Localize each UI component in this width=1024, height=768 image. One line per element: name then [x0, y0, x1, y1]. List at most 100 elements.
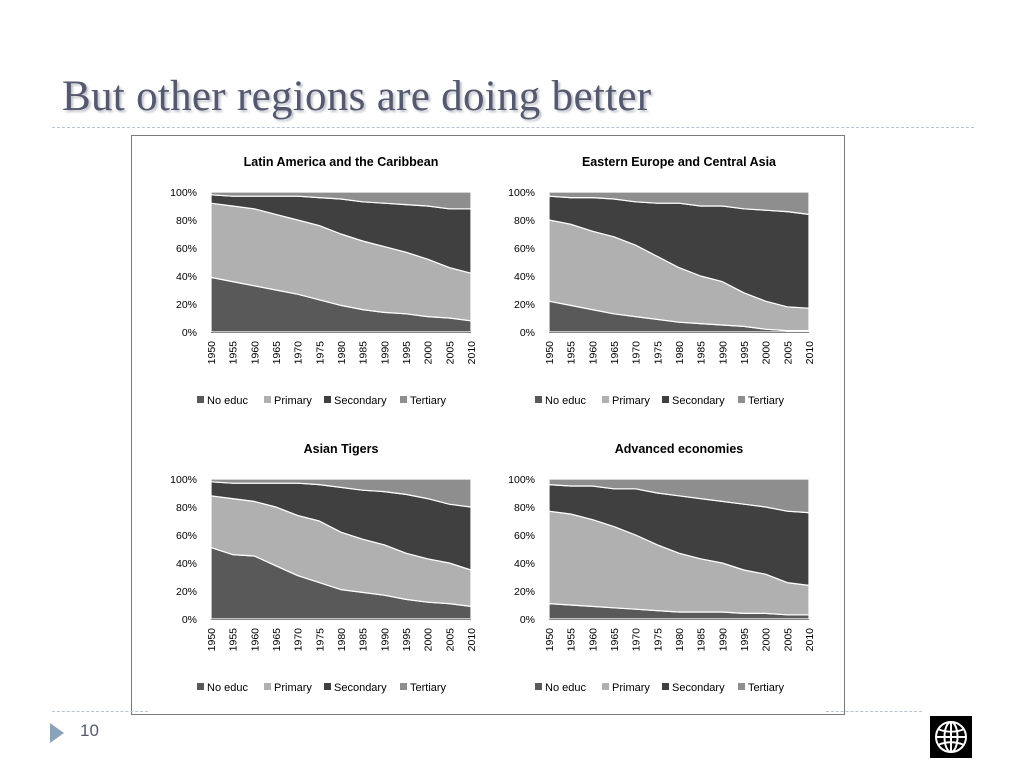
legend-swatch-secondary — [324, 396, 331, 403]
y-tick-label: 100% — [170, 187, 197, 199]
y-tick-label: 40% — [514, 271, 535, 283]
y-tick-label: 60% — [176, 243, 197, 255]
area-tertiary — [210, 191, 472, 210]
x-tick-label: 1985 — [358, 341, 370, 365]
legend-swatch-primary — [264, 396, 271, 403]
legend-label-primary: Primary — [612, 682, 650, 694]
y-tick-label: 60% — [176, 530, 197, 542]
legend-label-no-educ: No educ — [207, 682, 248, 694]
x-tick-label: 2010 — [466, 341, 478, 365]
chart-title: Asian Tigers — [304, 442, 379, 456]
x-tick-label: 1965 — [271, 628, 283, 652]
y-tick-label: 60% — [514, 530, 535, 542]
legend-label-primary: Primary — [274, 682, 312, 694]
area-tertiary — [548, 191, 810, 215]
x-tick-label: 1990 — [379, 341, 391, 365]
x-tick-label: 1960 — [587, 341, 599, 365]
x-tick-label: 1985 — [696, 628, 708, 652]
legend-label-tertiary: Tertiary — [410, 682, 447, 694]
x-tick-label: 1965 — [609, 341, 621, 365]
legend-swatch-secondary — [662, 396, 669, 403]
x-tick-label: 1980 — [674, 341, 686, 365]
x-tick-label: 1990 — [717, 341, 729, 365]
x-tick-label: 1950 — [206, 628, 218, 652]
x-tick-label: 1970 — [293, 341, 305, 365]
legend-label-tertiary: Tertiary — [748, 395, 785, 407]
legend-swatch-tertiary — [400, 396, 407, 403]
chart-1: Latin America and the Caribbean 0% 20% 40% 6… — [170, 155, 478, 407]
x-tick-label: 1970 — [293, 628, 305, 652]
x-tick-label: 1960 — [249, 628, 261, 652]
chart-panel: Latin America and the Caribbean 0% 20% 40% 6… — [131, 135, 845, 715]
y-tick-label: 20% — [176, 299, 197, 311]
x-tick-label: 2010 — [466, 628, 478, 652]
y-tick-label: 80% — [514, 215, 535, 227]
x-tick-label: 2010 — [804, 341, 816, 365]
legend-swatch-tertiary — [738, 396, 745, 403]
globe-icon — [935, 721, 967, 753]
x-tick-label: 1975 — [314, 341, 326, 365]
x-tick-label: 1995 — [739, 628, 751, 652]
y-tick-label: 40% — [176, 271, 197, 283]
x-tick-label: 1995 — [739, 341, 751, 365]
x-tick-label: 1975 — [314, 628, 326, 652]
y-tick-label: 20% — [514, 299, 535, 311]
y-tick-label: 60% — [514, 243, 535, 255]
y-tick-label: 20% — [176, 586, 197, 598]
legend-label-no-educ: No educ — [207, 395, 248, 407]
x-tick-label: 1970 — [631, 341, 643, 365]
x-tick-label: 2000 — [423, 628, 435, 652]
x-tick-label: 1955 — [566, 341, 578, 365]
x-tick-label: 1995 — [401, 341, 413, 365]
legend-label-secondary: Secondary — [334, 395, 387, 407]
x-tick-label: 1965 — [271, 341, 283, 365]
y-tick-label: 0% — [520, 327, 535, 339]
y-tick-label: 80% — [176, 502, 197, 514]
x-tick-label: 2005 — [782, 341, 794, 365]
charts-svg: Latin America and the Caribbean 0% 20% 40% 6… — [170, 155, 816, 694]
y-tick-label: 0% — [182, 614, 197, 626]
y-tick-label: 40% — [514, 558, 535, 570]
x-tick-label: 2005 — [444, 341, 456, 365]
legend-swatch-primary — [602, 396, 609, 403]
x-tick-label: 1970 — [631, 628, 643, 652]
x-tick-label: 1980 — [336, 628, 348, 652]
x-tick-label: 1950 — [206, 341, 218, 365]
legend-label-primary: Primary — [612, 395, 650, 407]
x-tick-label: 1980 — [336, 341, 348, 365]
x-tick-label: 2005 — [444, 628, 456, 652]
legend-swatch-no-educ — [197, 396, 204, 403]
legend-label-tertiary: Tertiary — [410, 395, 447, 407]
x-tick-label: 2005 — [782, 628, 794, 652]
legend-label-secondary: Secondary — [672, 682, 725, 694]
legend-swatch-secondary — [324, 683, 331, 690]
legend-swatch-tertiary — [400, 683, 407, 690]
x-tick-label: 1995 — [401, 628, 413, 652]
x-tick-label: 1950 — [544, 341, 556, 365]
x-tick-label: 1965 — [609, 628, 621, 652]
x-tick-label: 1955 — [566, 628, 578, 652]
y-tick-label: 40% — [176, 558, 197, 570]
x-tick-label: 2000 — [761, 628, 773, 652]
legend-swatch-tertiary — [738, 683, 745, 690]
chart-title: Latin America and the Caribbean — [244, 155, 439, 169]
chart-title: Eastern Europe and Central Asia — [582, 155, 777, 169]
chart-2: Eastern Europe and Central Asia 0% 20% 40% 6… — [508, 155, 816, 407]
y-tick-label: 80% — [176, 215, 197, 227]
x-tick-label: 1955 — [228, 628, 240, 652]
slide-title: But other regions are doing better — [62, 73, 652, 120]
y-tick-label: 100% — [170, 474, 197, 486]
legend-swatch-primary — [264, 683, 271, 690]
y-tick-label: 0% — [520, 614, 535, 626]
chart-title: Advanced economies — [615, 442, 744, 456]
legend-label-no-educ: No educ — [545, 682, 586, 694]
x-tick-label: 1975 — [652, 341, 664, 365]
legend-swatch-primary — [602, 683, 609, 690]
x-tick-label: 1985 — [358, 628, 370, 652]
x-tick-label: 2000 — [423, 341, 435, 365]
chart-3: Asian Tigers 0% 20% 40% 60% 80% 100% 1950 1955 19… — [170, 442, 478, 694]
x-tick-label: 1985 — [696, 341, 708, 365]
area-tertiary — [548, 478, 810, 514]
legend-swatch-no-educ — [535, 683, 542, 690]
legend-label-no-educ: No educ — [545, 395, 586, 407]
